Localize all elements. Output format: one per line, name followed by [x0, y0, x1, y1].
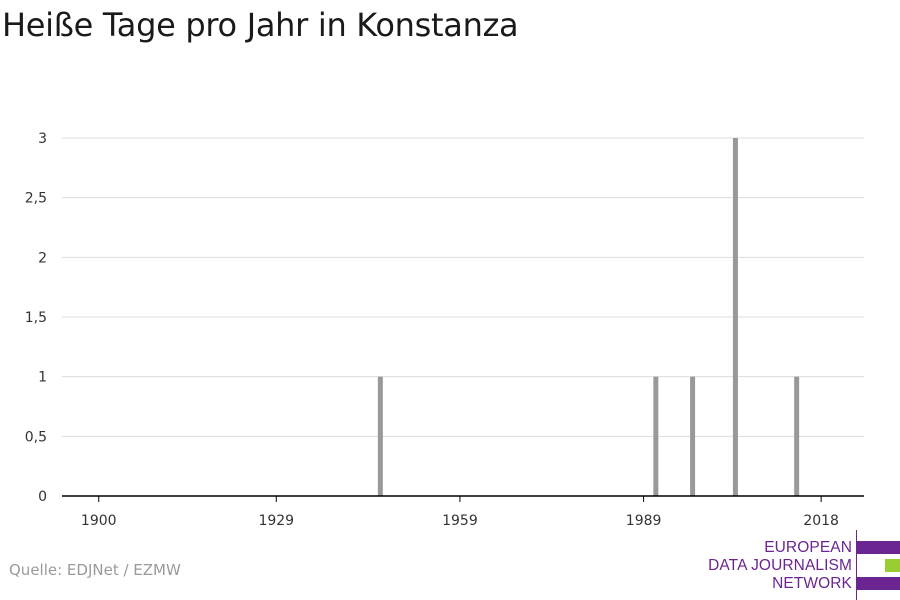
logo-bar-middle — [885, 559, 900, 572]
x-tick-label: 1989 — [626, 513, 662, 529]
y-tick-label: 0,5 — [25, 429, 47, 445]
x-axis — [62, 495, 864, 502]
bar — [690, 376, 696, 496]
logo-divider — [856, 530, 857, 600]
logo-text-european: EUROPEAN — [764, 539, 852, 556]
bar — [794, 376, 800, 496]
bar — [377, 376, 383, 496]
grid-lines — [62, 137, 864, 437]
x-tick-label: 1959 — [442, 513, 478, 529]
edjnet-logo: EUROPEAN DATA JOURNALISM NETWORK — [700, 530, 900, 600]
y-tick-label: 1 — [38, 370, 47, 386]
logo-bar-top — [857, 541, 900, 554]
x-tick-label: 1929 — [258, 513, 294, 529]
bar — [653, 376, 659, 496]
y-tick-label: 0 — [38, 489, 47, 505]
y-tick-label: 2 — [38, 250, 47, 266]
x-tick-label: 2018 — [803, 513, 839, 529]
source-note: Quelle: EDJNet / EZMW — [9, 561, 181, 579]
x-tick-labels: 1900 1929 1959 1989 2018 — [81, 513, 839, 529]
logo-text-network: NETWORK — [772, 575, 852, 592]
y-tick-label: 3 — [38, 131, 47, 147]
bar — [732, 138, 738, 496]
logo-bar-bottom — [857, 577, 900, 590]
x-tick-label: 1900 — [81, 513, 117, 529]
chart-title: Heiße Tage pro Jahr in Konstanza — [2, 6, 519, 44]
logo-text-data-journalism: DATA JOURNALISM — [708, 557, 852, 574]
y-tick-labels: 0 0,5 1 1,5 2 2,5 3 — [25, 131, 47, 505]
y-tick-label: 2,5 — [25, 191, 47, 207]
y-tick-label: 1,5 — [25, 310, 47, 326]
bars — [377, 138, 800, 496]
